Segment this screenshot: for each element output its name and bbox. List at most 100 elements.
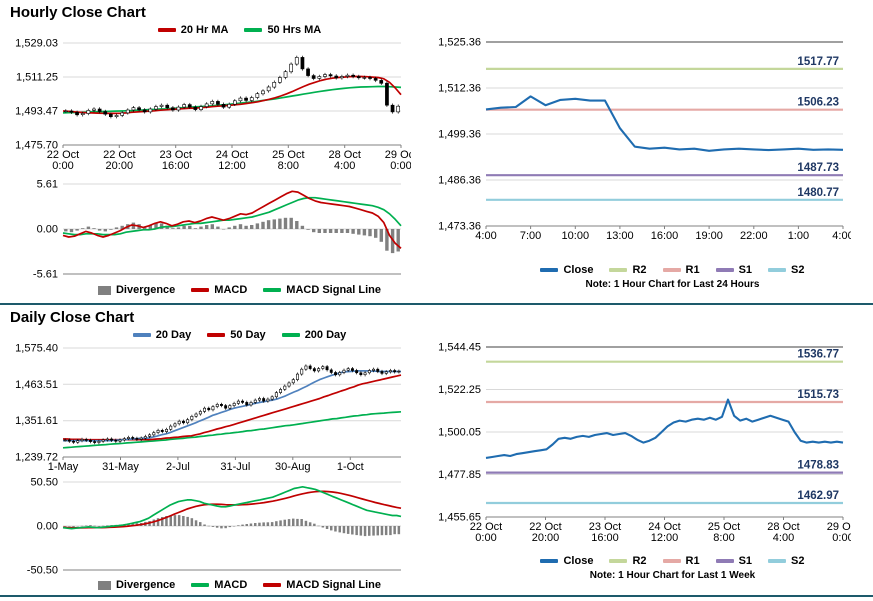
legend-item-close: Close <box>540 264 593 276</box>
legend-item-s2: S2 <box>768 264 805 276</box>
legend-item-r1: R1 <box>662 555 700 567</box>
svg-text:1,511.25: 1,511.25 <box>16 72 58 84</box>
svg-text:30-Aug: 30-Aug <box>275 461 310 473</box>
svg-text:4:00: 4:00 <box>832 230 851 242</box>
legend-swatch-50-hrs-ma <box>244 28 263 32</box>
legend-item-macd: MACD <box>191 284 247 296</box>
svg-text:1,455.65: 1,455.65 <box>438 512 481 524</box>
daily-pivot-legend: Close R2 R1 S1 S2 <box>426 553 867 569</box>
legend-item-divergence: Divergence <box>97 284 176 296</box>
legend-swatch-s2 <box>768 268 787 272</box>
daily-price-plot: 1,239.72 1,351.61 1,463.51 1,575.40 1-May 31-… <box>15 343 402 473</box>
svg-text:1,493.47: 1,493.47 <box>15 106 58 118</box>
hourly-price-chart: 1,475.70 1,493.47 1,511.25 1,529.03 22 Oct 0:… <box>6 38 426 178</box>
hourly-price-plot: 1,475.70 1,493.47 1,511.25 1,529.03 22 Oct 0:… <box>15 38 417 173</box>
svg-text:1,486.36: 1,486.36 <box>438 175 481 187</box>
svg-text:1,512.36: 1,512.36 <box>438 83 481 95</box>
legend-swatch-r2 <box>609 268 628 272</box>
section-divider-bottom <box>0 595 873 597</box>
svg-text:10:00: 10:00 <box>562 230 590 242</box>
hourly-price-legend: 20 Hr MA 50 Hrs MA <box>6 22 426 38</box>
svg-text:7:00: 7:00 <box>520 230 541 242</box>
svg-text:1,477.85: 1,477.85 <box>438 469 481 481</box>
daily-section-title: Daily Close Chart <box>10 309 135 326</box>
legend-label: R2 <box>632 264 647 276</box>
legend-item-r2: R2 <box>609 555 647 567</box>
svg-text:1,499.36: 1,499.36 <box>438 129 481 141</box>
hourly-macd-legend: Divergence MACD MACD Signal Line <box>6 282 426 298</box>
legend-swatch-macd-signal-line <box>263 583 282 587</box>
legend-label: S2 <box>791 264 805 276</box>
svg-text:1-Oct: 1-Oct <box>337 461 364 473</box>
legend-label: R2 <box>632 555 647 567</box>
legend-swatch-20-day <box>132 333 151 337</box>
daily-macd-plot: -50.50 0.00 50.50 <box>27 477 402 577</box>
svg-text:1515.73: 1515.73 <box>797 389 839 401</box>
legend-label: 200 Day <box>304 329 347 341</box>
legend-swatch-r1 <box>662 268 681 272</box>
legend-item-r2: R2 <box>609 264 647 276</box>
legend-label: Close <box>563 264 594 276</box>
legend-label: R1 <box>685 555 700 567</box>
legend-label: Divergence <box>115 284 176 296</box>
svg-text:50.50: 50.50 <box>30 477 58 489</box>
svg-text:1478.83: 1478.83 <box>797 460 839 472</box>
legend-item-20-day: 20 Day <box>132 329 191 341</box>
svg-text:1536.77: 1536.77 <box>797 349 839 361</box>
daily-section: Daily Close Chart 20 Day 50 Day 200 Day 1,… <box>0 309 873 595</box>
legend-item-macd: MACD <box>191 579 247 591</box>
legend-swatch-s1 <box>715 559 734 563</box>
daily-price-legend: 20 Day 50 Day 200 Day <box>6 327 426 343</box>
legend-label: MACD <box>214 579 248 591</box>
daily-pivot-chart: 1,455.65 1,477.85 1,500.05 1,522.25 1,544.45… <box>426 339 867 553</box>
daily-left-column: 20 Day 50 Day 200 Day 1,239.72 1,351.61 1,46… <box>0 327 426 593</box>
hourly-right-column: 1,473.36 1,486.36 1,499.36 1,512.36 1,525.36… <box>426 22 867 292</box>
daily-pivot-note: Note: 1 Hour Chart for Last 1 Week <box>589 570 756 581</box>
daily-macd-legend: Divergence MACD MACD Signal Line <box>6 577 426 593</box>
svg-text:4:00: 4:00 <box>475 230 496 242</box>
svg-text:2-Jul: 2-Jul <box>166 461 190 473</box>
legend-item-macd-signal-line: MACD Signal Line <box>263 579 381 591</box>
svg-text:0.00: 0.00 <box>37 521 58 533</box>
svg-text:16:00: 16:00 <box>651 230 679 242</box>
legend-item-close: Close <box>540 555 593 567</box>
svg-text:1,473.36: 1,473.36 <box>438 221 481 233</box>
svg-text:31-May: 31-May <box>102 461 139 473</box>
svg-text:22:00: 22:00 <box>740 230 768 242</box>
legend-item-s2: S2 <box>768 555 805 567</box>
legend-swatch-50-day <box>207 333 226 337</box>
hourly-pivot-chart: 1,473.36 1,486.36 1,499.36 1,512.36 1,525.36… <box>426 34 867 262</box>
hourly-section: Hourly Close Chart 20 Hr MA 50 Hrs MA 1,4… <box>0 4 873 303</box>
daily-price-chart: 1,239.72 1,351.61 1,463.51 1,575.40 1-May 31-… <box>6 343 426 477</box>
hourly-pivot-plot: 1,473.36 1,486.36 1,499.36 1,512.36 1,525.36… <box>438 37 854 243</box>
legend-label: Close <box>563 555 594 567</box>
svg-text:19:00: 19:00 <box>695 230 723 242</box>
hourly-macd-chart: -5.61 0.00 5.61 <box>6 178 426 282</box>
hourly-section-title: Hourly Close Chart <box>10 4 146 21</box>
svg-text:13:00: 13:00 <box>606 230 634 242</box>
svg-text:1-May: 1-May <box>48 461 79 473</box>
svg-text:1,525.36: 1,525.36 <box>438 37 481 49</box>
svg-text:1,522.25: 1,522.25 <box>438 384 481 396</box>
legend-label: S2 <box>791 555 805 567</box>
legend-label: MACD Signal Line <box>286 284 382 296</box>
svg-text:-5.61: -5.61 <box>33 269 58 281</box>
svg-text:1,475.70: 1,475.70 <box>15 140 58 152</box>
legend-swatch-close <box>540 268 559 272</box>
svg-text:31-Jul: 31-Jul <box>220 461 250 473</box>
svg-text:1,544.45: 1,544.45 <box>438 342 481 354</box>
hourly-left-column: 20 Hr MA 50 Hrs MA 1,475.70 1,493.47 1,511.… <box>0 22 426 298</box>
legend-swatch-macd <box>191 583 210 587</box>
legend-swatch-r1 <box>662 559 681 563</box>
